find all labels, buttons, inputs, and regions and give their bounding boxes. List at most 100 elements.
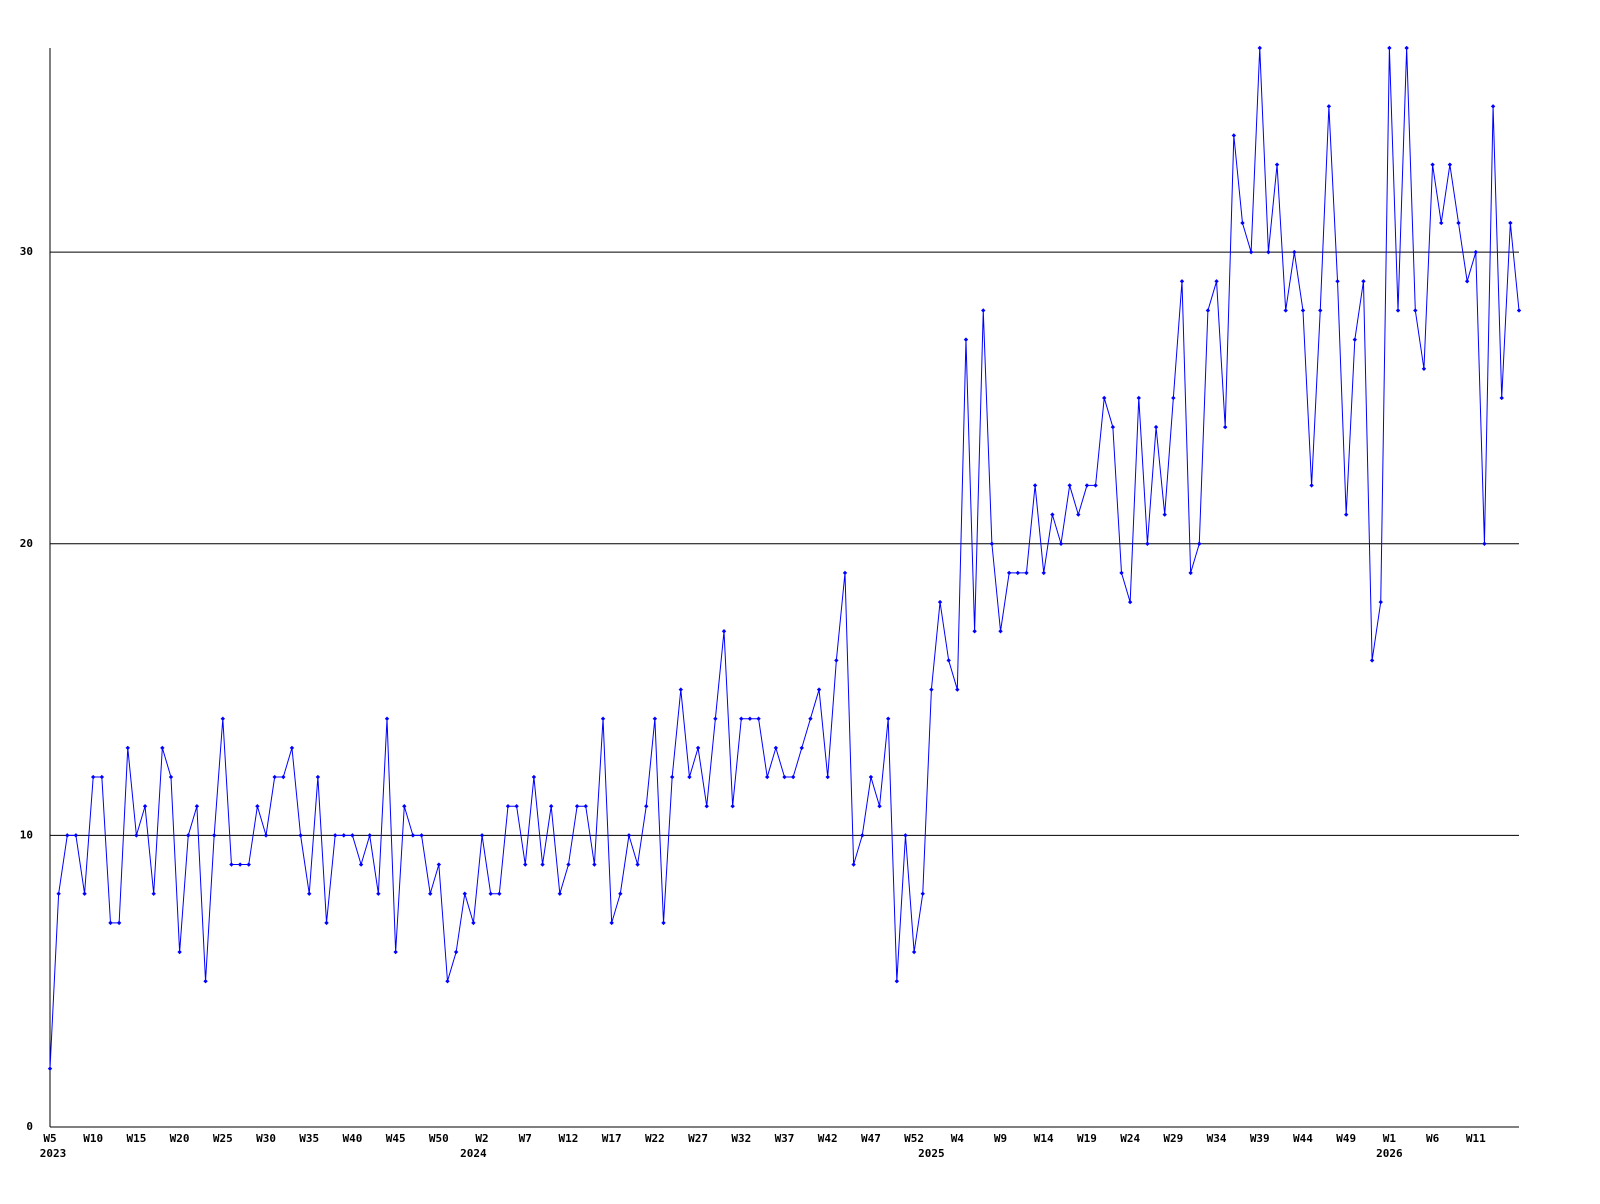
x-tick-label: W6 <box>1426 1132 1440 1145</box>
data-point <box>1464 279 1470 284</box>
data-line <box>49 47 1520 1069</box>
data-point <box>272 774 277 780</box>
data-point <box>790 774 796 780</box>
data-point <box>1387 45 1392 51</box>
data-point <box>142 804 148 809</box>
data-point <box>315 774 321 780</box>
data-point <box>851 862 856 867</box>
y-tick-label: 0 <box>26 1120 33 1133</box>
data-point <box>531 774 537 780</box>
x-tick-label: W25 <box>213 1132 233 1145</box>
data-point <box>1352 337 1358 342</box>
x-tick-label: W4 <box>951 1132 965 1145</box>
data-point <box>600 716 606 721</box>
data-point <box>989 541 995 546</box>
data-point <box>1395 308 1401 313</box>
x-tick-label: W12 <box>559 1132 579 1145</box>
data-point <box>635 862 640 867</box>
data-point <box>747 716 753 721</box>
data-point <box>341 833 346 838</box>
data-point <box>626 833 632 838</box>
data-point <box>471 920 476 926</box>
data-point <box>324 920 329 926</box>
data-point <box>47 1066 53 1071</box>
x-tick-label: W52 <box>904 1132 924 1145</box>
data-point <box>376 891 381 896</box>
data-point <box>1430 162 1435 167</box>
data-point <box>1214 279 1219 284</box>
data-point <box>186 833 191 838</box>
data-point <box>1136 395 1141 401</box>
data-point <box>289 745 295 751</box>
data-point <box>1508 220 1513 226</box>
data-point <box>678 687 684 692</box>
year-label: 2026 <box>1376 1147 1403 1160</box>
data-point <box>920 891 925 896</box>
data-point <box>1110 424 1116 430</box>
data-point <box>1162 512 1167 517</box>
data-point <box>237 862 243 867</box>
data-point <box>151 891 156 896</box>
data-point <box>816 687 822 692</box>
data-point <box>134 833 139 838</box>
data-point <box>1378 599 1383 605</box>
data-point <box>609 920 614 926</box>
x-tick-label: W27 <box>688 1132 708 1145</box>
data-point <box>410 833 416 838</box>
data-point <box>929 687 934 692</box>
x-tick-label: W11 <box>1466 1132 1486 1145</box>
data-point <box>704 804 709 809</box>
data-point <box>695 745 701 751</box>
data-point <box>229 862 234 867</box>
data-point <box>937 599 943 605</box>
data-point <box>445 978 450 984</box>
data-point <box>1292 249 1297 255</box>
data-point <box>1456 220 1461 226</box>
data-point <box>203 978 208 984</box>
data-point <box>566 862 571 867</box>
data-point <box>1361 279 1366 284</box>
data-point <box>557 891 563 896</box>
x-tick-label: W2 <box>475 1132 488 1145</box>
data-point <box>1197 541 1202 546</box>
data-point <box>1067 483 1072 488</box>
data-point <box>583 804 588 809</box>
data-point <box>367 833 372 838</box>
data-point <box>1179 279 1185 284</box>
data-point <box>255 804 260 809</box>
data-point <box>1326 104 1332 109</box>
data-point <box>332 833 338 838</box>
data-point <box>82 891 87 896</box>
data-point <box>505 804 511 809</box>
data-point <box>402 804 407 809</box>
data-point <box>652 716 658 721</box>
data-point <box>1015 570 1021 576</box>
data-point <box>263 833 269 838</box>
data-point <box>1188 570 1193 576</box>
data-point <box>350 833 355 838</box>
year-label: 2025 <box>918 1147 945 1160</box>
data-point <box>497 891 502 896</box>
data-point <box>1309 483 1314 488</box>
data-point <box>1240 220 1245 226</box>
data-point <box>894 978 900 984</box>
data-point <box>1335 279 1340 284</box>
data-point <box>782 774 787 780</box>
x-tick-label: W30 <box>256 1132 276 1145</box>
data-point <box>1248 249 1254 255</box>
data-point <box>91 774 96 780</box>
x-tick-label: W5 <box>43 1132 56 1145</box>
data-point <box>885 716 891 721</box>
data-point <box>194 804 200 809</box>
data-point <box>972 629 977 634</box>
data-point <box>808 716 813 721</box>
x-tick-label: W44 <box>1293 1132 1313 1145</box>
data-point <box>1050 512 1055 517</box>
x-tick-label: W49 <box>1336 1132 1356 1145</box>
x-tick-label: W37 <box>775 1132 795 1145</box>
data-point <box>963 337 969 342</box>
x-tick-label: W29 <box>1163 1132 1183 1145</box>
data-point <box>911 949 917 955</box>
x-tick-label: W7 <box>519 1132 532 1145</box>
